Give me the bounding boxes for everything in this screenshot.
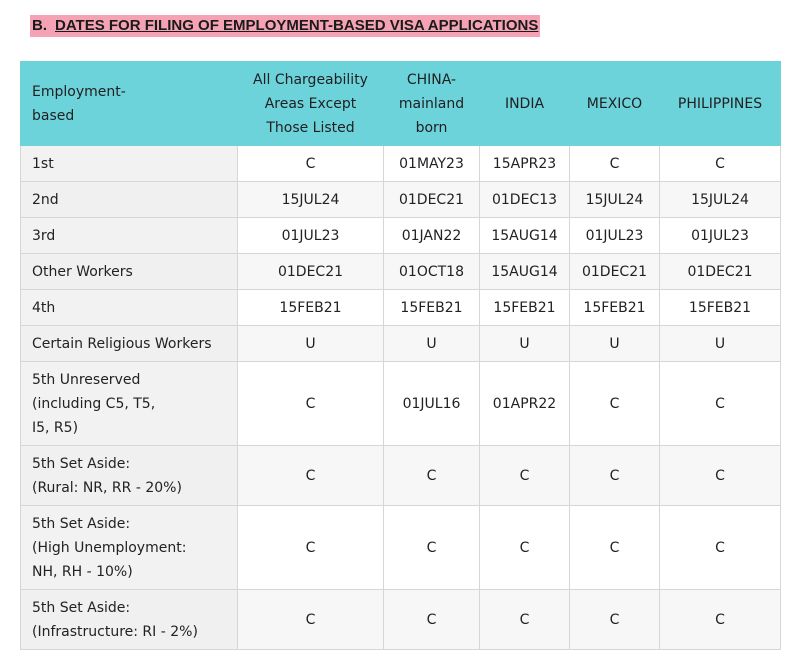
table-cell: 01JUL23 [569, 217, 660, 254]
table-header-row: Employment- based All Chargeability Area… [20, 61, 781, 146]
table-row: 5th Unreserved (including C5, T5, I5, R5… [20, 361, 781, 446]
filing-dates-table: Employment- based All Chargeability Area… [20, 61, 781, 650]
table-cell: C [569, 445, 660, 506]
table-cell: 01DEC21 [659, 253, 781, 290]
table-cell: 01APR22 [479, 361, 570, 446]
table-cell: C [569, 589, 660, 650]
table-row: 5th Set Aside: (Infrastructure: RI - 2%)… [20, 589, 781, 650]
table-cell: C [569, 145, 660, 182]
row-label: Other Workers [20, 253, 238, 290]
column-header-india: INDIA [479, 61, 570, 146]
table-cell: 15FEB21 [237, 289, 384, 326]
table-cell: 01JUL16 [383, 361, 480, 446]
table-cell: C [479, 445, 570, 506]
table-cell: 01DEC21 [383, 181, 480, 218]
table-cell: C [237, 505, 384, 590]
table-cell: 01DEC21 [569, 253, 660, 290]
table-row: Certain Religious Workers U U U U U [20, 325, 781, 362]
table-cell: C [237, 361, 384, 446]
section-heading: B. DATES FOR FILING OF EMPLOYMENT-BASED V… [30, 15, 541, 37]
table-cell: U [237, 325, 384, 362]
table-cell: C [659, 361, 781, 446]
column-header-employment-based: Employment- based [20, 61, 238, 146]
row-label: 5th Unreserved (including C5, T5, I5, R5… [20, 361, 238, 446]
column-header-mexico: MEXICO [569, 61, 660, 146]
table-cell: C [659, 445, 781, 506]
table-cell: 15JUL24 [237, 181, 384, 218]
table-cell: 01JAN22 [383, 217, 480, 254]
table-cell: 01MAY23 [383, 145, 480, 182]
table-cell: U [479, 325, 570, 362]
row-label: 3rd [20, 217, 238, 254]
table-cell: 01DEC13 [479, 181, 570, 218]
table-cell: 01JUL23 [659, 217, 781, 254]
column-header-all-chargeability: All Chargeability Areas Except Those Lis… [237, 61, 384, 146]
table-cell: 15FEB21 [659, 289, 781, 326]
table-row: 1st C 01MAY23 15APR23 C C [20, 145, 781, 182]
table-row: Other Workers 01DEC21 01OCT18 15AUG14 01… [20, 253, 781, 290]
column-header-philippines: PHILIPPINES [659, 61, 781, 146]
row-label: 5th Set Aside: (High Unemployment: NH, R… [20, 505, 238, 590]
table-cell: 15APR23 [479, 145, 570, 182]
table-row: 3rd 01JUL23 01JAN22 15AUG14 01JUL23 01JU… [20, 217, 781, 254]
section-prefix: B. [32, 17, 47, 34]
table-cell: C [383, 589, 480, 650]
table-row: 5th Set Aside: (Rural: NR, RR - 20%) C C… [20, 445, 781, 506]
table-row: 4th 15FEB21 15FEB21 15FEB21 15FEB21 15FE… [20, 289, 781, 326]
table-cell: 15FEB21 [383, 289, 480, 326]
table-cell: 01OCT18 [383, 253, 480, 290]
table-cell: C [659, 589, 781, 650]
table-cell: C [659, 505, 781, 590]
table-cell: C [383, 505, 480, 590]
row-label: 5th Set Aside: (Infrastructure: RI - 2%) [20, 589, 238, 650]
row-label: Certain Religious Workers [20, 325, 238, 362]
table-cell: C [569, 361, 660, 446]
table-cell: C [569, 505, 660, 590]
section-title: DATES FOR FILING OF EMPLOYMENT-BASED VIS… [55, 17, 539, 34]
table-cell: 15FEB21 [569, 289, 660, 326]
row-label: 4th [20, 289, 238, 326]
table-cell: C [383, 445, 480, 506]
row-label: 2nd [20, 181, 238, 218]
table-cell: 01DEC21 [237, 253, 384, 290]
table-cell: 15AUG14 [479, 217, 570, 254]
table-cell: 15FEB21 [479, 289, 570, 326]
table-cell: C [237, 589, 384, 650]
table-row: 5th Set Aside: (High Unemployment: NH, R… [20, 505, 781, 590]
column-header-china: CHINA- mainland born [383, 61, 480, 146]
table-cell: C [237, 445, 384, 506]
table-cell: U [659, 325, 781, 362]
table-cell: C [659, 145, 781, 182]
table-cell: 15JUL24 [659, 181, 781, 218]
table-cell: 15AUG14 [479, 253, 570, 290]
table-cell: C [237, 145, 384, 182]
table-cell: U [569, 325, 660, 362]
table-cell: U [383, 325, 480, 362]
row-label: 1st [20, 145, 238, 182]
table-row: 2nd 15JUL24 01DEC21 01DEC13 15JUL24 15JU… [20, 181, 781, 218]
row-label: 5th Set Aside: (Rural: NR, RR - 20%) [20, 445, 238, 506]
table-cell: C [479, 505, 570, 590]
table-cell: 15JUL24 [569, 181, 660, 218]
table-cell: 01JUL23 [237, 217, 384, 254]
table-cell: C [479, 589, 570, 650]
